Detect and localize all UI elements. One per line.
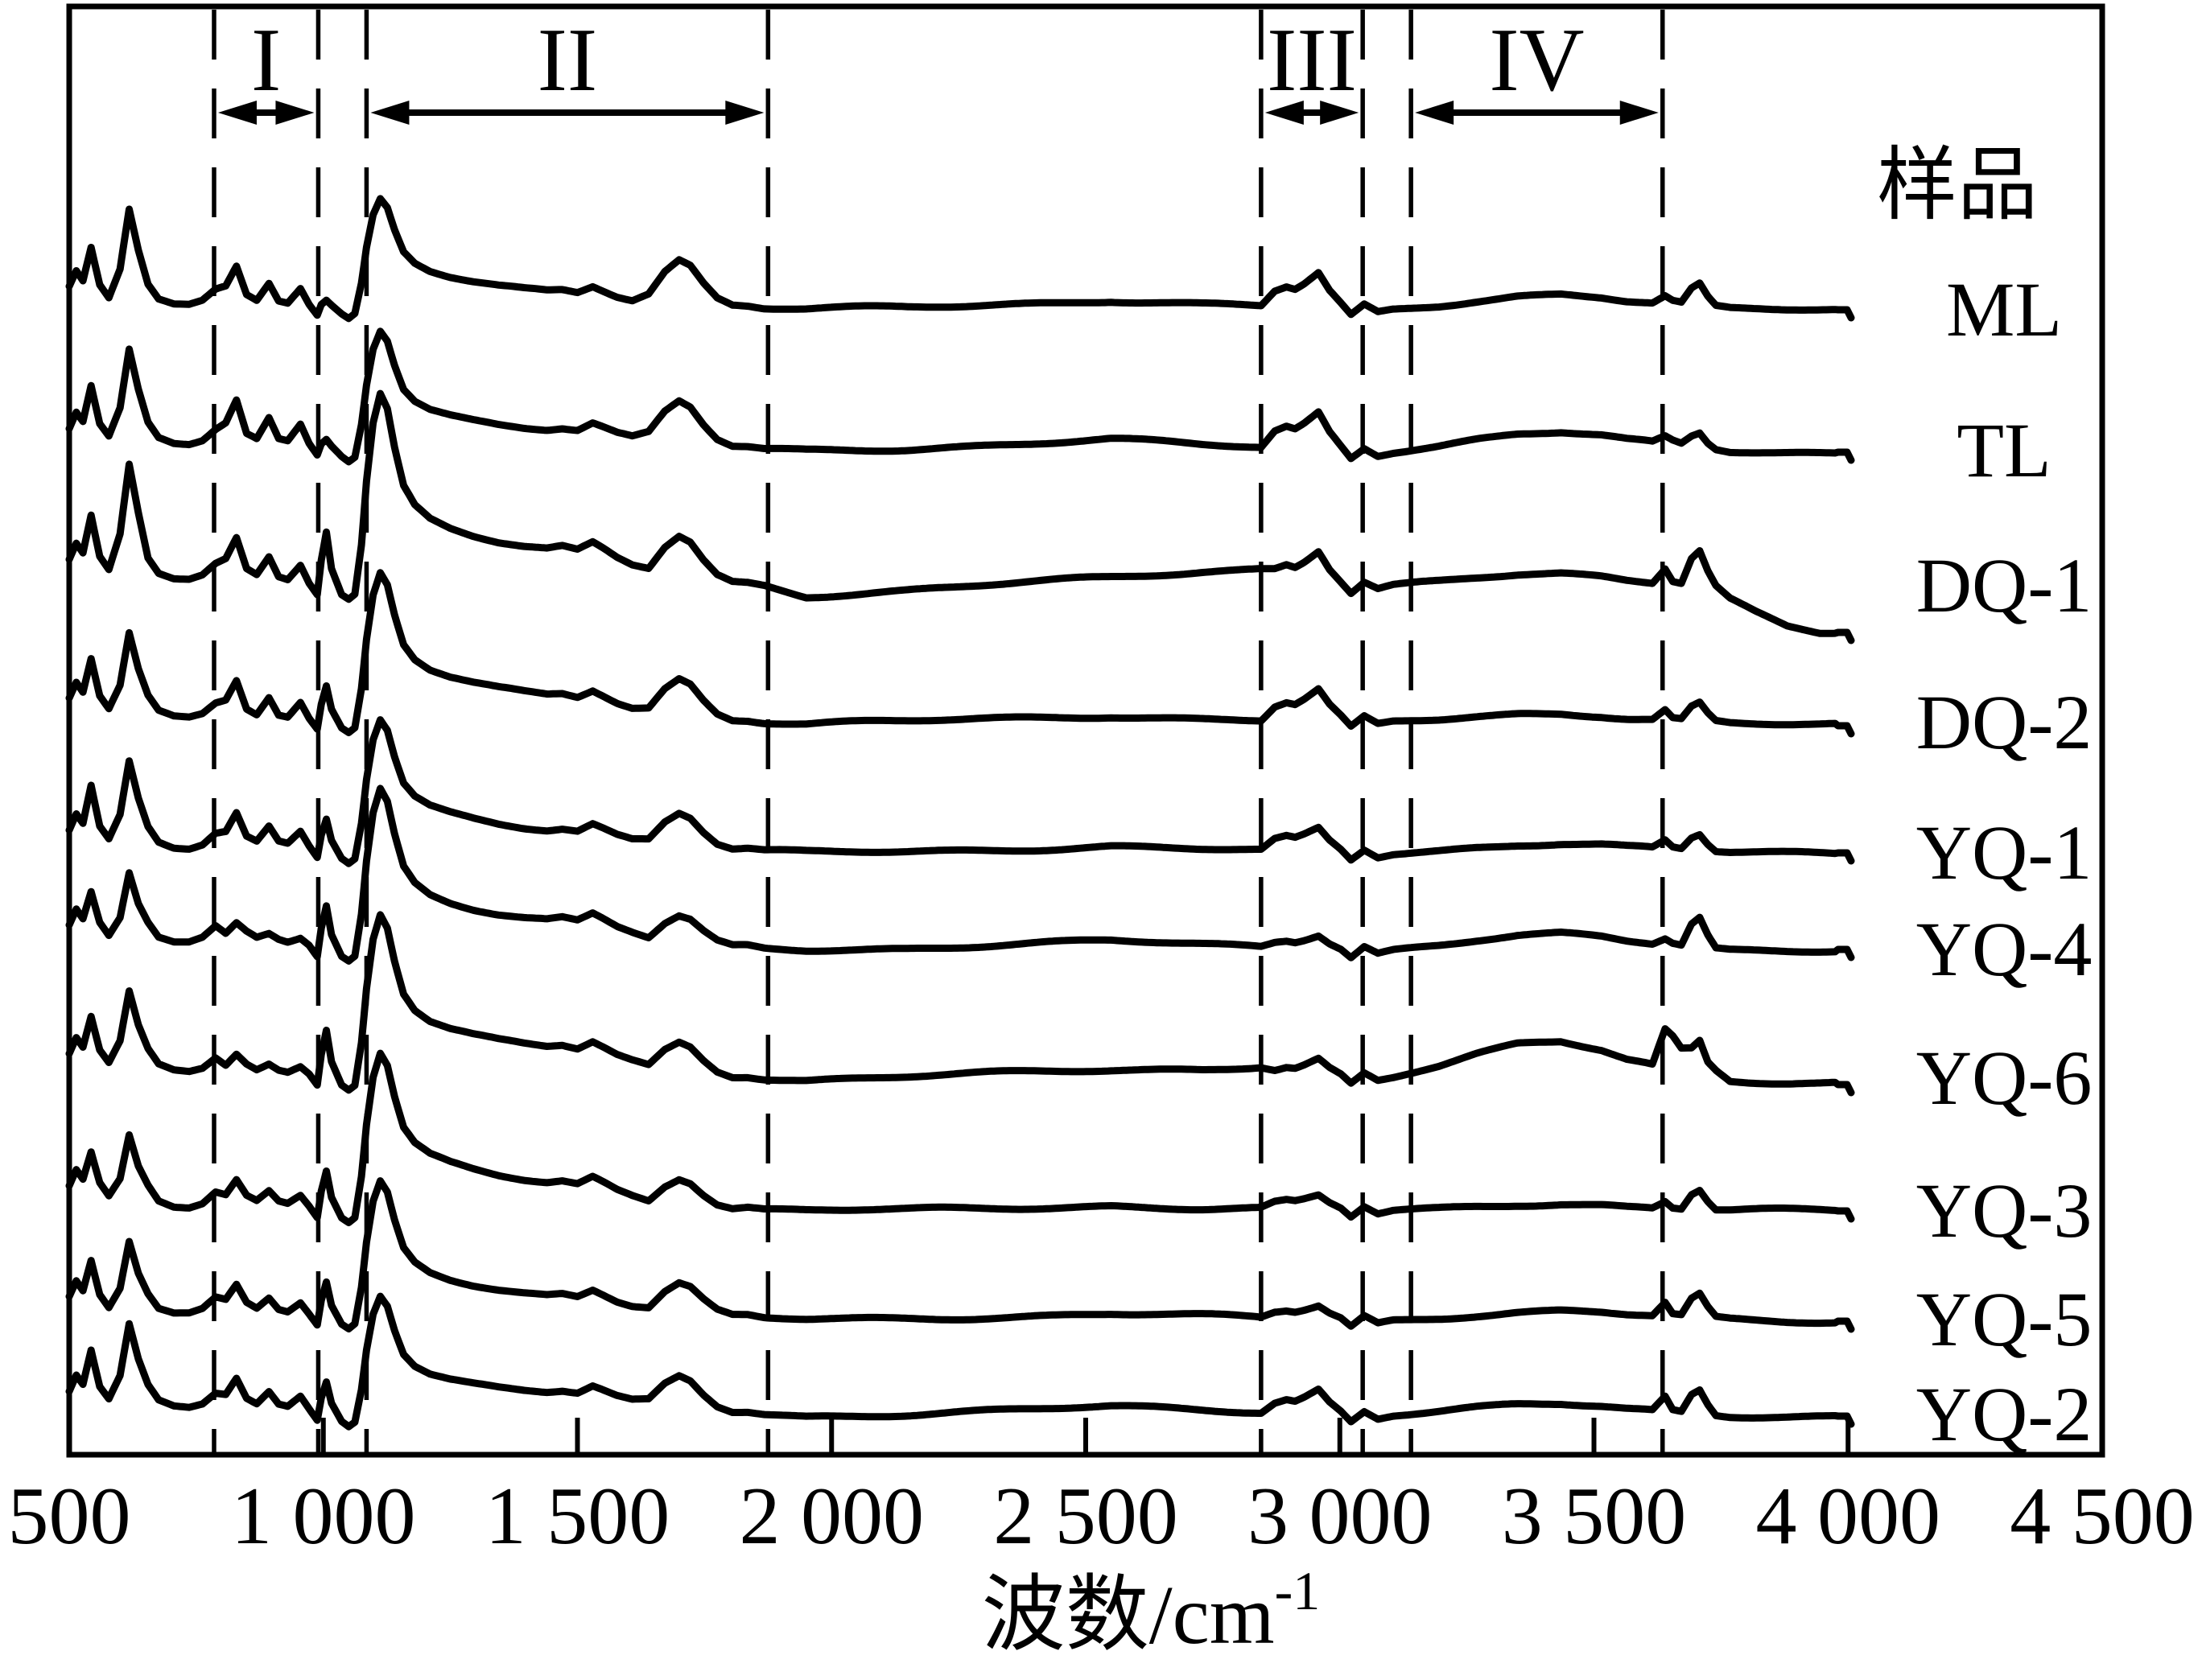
spectrum-curve-TL xyxy=(65,327,1855,466)
x-axis-title: 波数/cm-1 xyxy=(982,1560,1321,1661)
x-axis-title-main: 波数/cm xyxy=(982,1569,1275,1661)
region-label-III: III xyxy=(1267,10,1357,110)
spectrum-curve-YQ-5 xyxy=(65,1177,1855,1333)
spectrum-curve-YQ-2 xyxy=(65,1292,1855,1431)
arrow-head-right-icon xyxy=(1320,101,1359,125)
arrow-head-left-icon xyxy=(1264,101,1304,125)
sample-label-TL: TL xyxy=(1957,407,2051,493)
legend-header: 样品 xyxy=(1877,141,2038,230)
spectrum-curve-YQ-3 xyxy=(65,1049,1855,1226)
x-tick-label: 2 000 xyxy=(740,1471,925,1562)
sample-label-YQ-3: YQ-3 xyxy=(1916,1167,2093,1254)
spectrum-curve-YQ-6 xyxy=(65,911,1855,1097)
x-axis-title-superscript: -1 xyxy=(1275,1560,1321,1621)
x-tick-label: 4 000 xyxy=(1756,1471,1941,1562)
x-tick-label: 3 000 xyxy=(1247,1471,1433,1562)
region-arrow-III xyxy=(1264,101,1359,125)
arrow-head-right-icon xyxy=(1619,101,1659,125)
spectrum-curve-DQ-1 xyxy=(65,389,1855,644)
sample-label-ML: ML xyxy=(1946,266,2062,352)
arrow-head-right-icon xyxy=(725,101,765,125)
arrow-head-right-icon xyxy=(275,101,315,125)
x-tick-label: 1 000 xyxy=(231,1471,416,1562)
arrow-head-left-icon xyxy=(1415,101,1454,125)
x-tick-label: 1 500 xyxy=(485,1471,670,1562)
spectrum-curve-YQ-1 xyxy=(65,716,1855,867)
region-arrow-IV xyxy=(1415,101,1659,125)
arrow-head-left-icon xyxy=(217,101,257,125)
spectrum-curve-YQ-4 xyxy=(65,784,1855,965)
sample-label-YQ-4: YQ-4 xyxy=(1916,906,2093,992)
arrow-head-left-icon xyxy=(370,101,410,125)
sample-label-DQ-2: DQ-2 xyxy=(1916,679,2093,765)
sample-label-YQ-1: YQ-1 xyxy=(1916,809,2093,896)
sample-label-YQ-6: YQ-6 xyxy=(1916,1035,2093,1121)
x-tick-label: 500 xyxy=(8,1471,131,1562)
x-tick-label: 3 500 xyxy=(1502,1471,1687,1562)
x-tick-label: 4 500 xyxy=(2010,1471,2195,1562)
sample-label-YQ-2: YQ-2 xyxy=(1916,1371,2093,1457)
sample-label-DQ-1: DQ-1 xyxy=(1916,542,2093,628)
region-arrow-II xyxy=(370,101,765,125)
region-arrow-I xyxy=(217,101,315,125)
sample-label-YQ-5: YQ-5 xyxy=(1916,1276,2093,1362)
region-label-I: I xyxy=(251,10,281,110)
region-label-IV: IV xyxy=(1489,10,1584,110)
region-label-II: II xyxy=(538,10,598,110)
spectrum-curve-DQ-2 xyxy=(65,569,1855,738)
x-tick-label: 2 500 xyxy=(993,1471,1178,1562)
spectrum-curve-ML xyxy=(65,195,1855,323)
